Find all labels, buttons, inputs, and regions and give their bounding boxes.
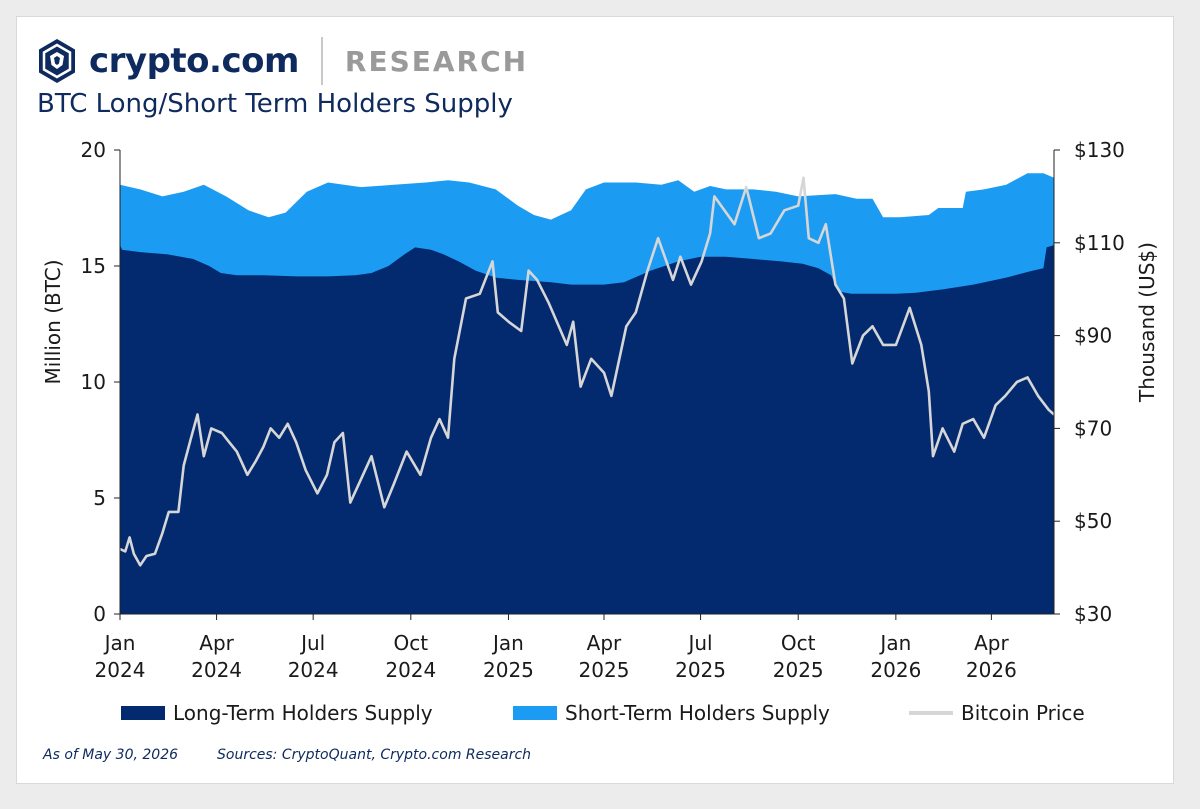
legend-swatch-long-term — [121, 706, 165, 720]
x-tick-label-year: 2025 — [773, 658, 824, 682]
legend-swatch-short-term — [513, 706, 557, 720]
bitcoin-price-line — [119, 176, 1055, 567]
right-tick-label: $130 — [1074, 138, 1125, 162]
long-term-holders-area — [120, 245, 1054, 614]
legend-label-long-term: Long-Term Holders Supply — [173, 701, 433, 725]
crypto-com-logo-icon — [39, 39, 75, 83]
legend-item-short-term: Short-Term Holders Supply — [513, 701, 830, 725]
x-tick-label-year: 2026 — [966, 658, 1017, 682]
x-tick-label-month: Oct — [781, 631, 816, 655]
chart-legend: Long-Term Holders Supply Short-Term Hold… — [121, 701, 1121, 731]
x-tick-label-month: Jul — [299, 631, 325, 655]
left-tick-label: 10 — [81, 370, 106, 394]
legend-item-long-term: Long-Term Holders Supply — [121, 701, 433, 725]
sources-note: Sources: CryptoQuant, Crypto.com Researc… — [217, 747, 532, 763]
x-tick-label-year: 2024 — [95, 658, 146, 682]
x-tick-label-year: 2024 — [288, 658, 339, 682]
left-tick-label: 15 — [81, 254, 106, 278]
left-tick-label: 5 — [93, 486, 106, 510]
x-tick-label-month: Apr — [199, 631, 234, 655]
x-tick-label-month: Apr — [587, 631, 622, 655]
x-tick-label-year: 2026 — [870, 658, 921, 682]
x-tick-label-month: Apr — [974, 631, 1009, 655]
right-tick-label: $50 — [1074, 509, 1112, 533]
x-tick-label-month: Oct — [394, 631, 429, 655]
left-axis-title: Million (BTC) — [41, 259, 65, 384]
x-tick-label-year: 2024 — [385, 658, 436, 682]
as-of-date: As of May 30, 2026 — [43, 747, 179, 763]
x-tick-label-year: 2025 — [675, 658, 726, 682]
right-tick-label: $30 — [1074, 602, 1112, 626]
x-tick-label-month: Jan — [103, 631, 136, 655]
right-tick-label: $70 — [1074, 416, 1112, 440]
report-header: crypto.com RESEARCH — [37, 31, 528, 91]
left-tick-label: 20 — [81, 138, 106, 162]
x-tick-label-month: Jan — [491, 631, 524, 655]
left-tick-label: 0 — [93, 602, 106, 626]
header-divider — [320, 37, 323, 85]
brand-name: crypto.com — [89, 41, 299, 81]
x-tick-label-year: 2025 — [579, 658, 630, 682]
x-tick-label-year: 2025 — [483, 658, 534, 682]
right-tick-label: $110 — [1074, 231, 1125, 255]
section-label: RESEARCH — [344, 44, 529, 78]
legend-label-price: Bitcoin Price — [961, 701, 1085, 725]
legend-swatch-price — [909, 711, 953, 715]
x-tick-label-month: Jan — [878, 631, 911, 655]
legend-item-price: Bitcoin Price — [909, 701, 1085, 725]
right-tick-label: $90 — [1074, 324, 1112, 348]
x-tick-label-month: Jul — [686, 631, 712, 655]
chart-title: BTC Long/Short Term Holders Supply — [37, 89, 513, 119]
right-axis-title: Thousand (US$) — [1135, 242, 1159, 403]
legend-label-short-term: Short-Term Holders Supply — [565, 701, 830, 725]
x-tick-label-year: 2024 — [191, 658, 242, 682]
